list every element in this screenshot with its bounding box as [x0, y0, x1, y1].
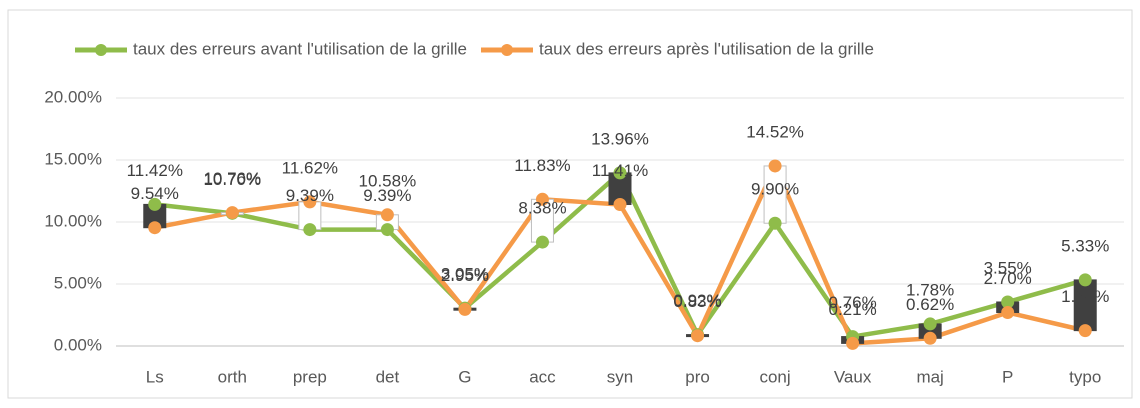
data-label: 10.70%: [203, 170, 261, 189]
legend-label: taux des erreurs avant l'utilisation de …: [133, 39, 467, 58]
data-label: 9.39%: [286, 186, 334, 205]
data-label: 3.05%: [441, 265, 489, 284]
marker: [691, 329, 705, 343]
data-label: 3.55%: [984, 258, 1032, 277]
data-label: 11.62%: [282, 158, 338, 177]
marker: [1078, 324, 1092, 338]
x-tick-label: prep: [293, 367, 327, 386]
x-tick-label: syn: [607, 367, 633, 386]
marker: [458, 302, 472, 316]
data-label: 0.83%: [673, 292, 721, 311]
marker: [225, 206, 239, 220]
marker: [768, 159, 782, 173]
data-label: 13.96%: [591, 129, 649, 148]
data-label: 1.24%: [1061, 287, 1109, 306]
marker: [923, 331, 937, 345]
marker: [303, 195, 317, 209]
data-label: 2.70%: [984, 269, 1032, 288]
marker: [535, 192, 549, 206]
marker: [148, 221, 162, 235]
y-tick-label: 0.00%: [54, 335, 102, 354]
marker: [613, 198, 627, 212]
chart-frame: [7, 9, 1133, 399]
x-tick-label: det: [376, 367, 400, 386]
data-label: 9.90%: [751, 180, 799, 199]
marker: [1078, 273, 1092, 287]
marker: [846, 336, 860, 350]
marker: [148, 197, 162, 211]
y-tick-label: 20.00%: [44, 87, 102, 106]
y-tick-label: 15.00%: [44, 149, 102, 168]
marker: [613, 166, 627, 180]
x-tick-label: pro: [685, 367, 710, 386]
x-tick-label: acc: [529, 367, 556, 386]
marker: [1001, 306, 1015, 320]
x-tick-label: orth: [218, 367, 247, 386]
data-label: 1.78%: [906, 280, 954, 299]
marker: [380, 208, 394, 222]
data-label: 10.76%: [203, 169, 261, 188]
legend-label: taux des erreurs après l'utilisation de …: [539, 39, 874, 58]
x-tick-label: Ls: [146, 367, 164, 386]
x-tick-label: P: [1002, 367, 1013, 386]
data-label: 14.52%: [746, 122, 804, 141]
marker: [380, 223, 394, 237]
legend-marker: [95, 44, 107, 56]
data-label: 2.95%: [441, 266, 489, 285]
data-label: 11.83%: [514, 156, 570, 175]
marker: [535, 235, 549, 249]
x-tick-label: G: [458, 367, 471, 386]
legend-marker: [500, 44, 513, 56]
data-label: 0.21%: [829, 300, 877, 319]
data-label: 9.54%: [131, 184, 179, 203]
data-label: 5.33%: [1061, 236, 1109, 255]
marker: [923, 317, 937, 331]
data-label: 10.58%: [359, 171, 417, 190]
data-label: 9.39%: [363, 186, 411, 205]
marker: [1001, 295, 1015, 309]
marker: [303, 223, 317, 237]
data-label: 0.92%: [673, 291, 721, 310]
x-tick-label: typo: [1069, 367, 1101, 386]
x-tick-label: conj: [759, 367, 790, 386]
y-tick-label: 5.00%: [54, 273, 102, 292]
marker: [768, 216, 782, 230]
data-label: 8.38%: [518, 199, 566, 218]
data-label: 0.76%: [829, 293, 877, 312]
y-tick-label: 10.00%: [44, 211, 102, 230]
data-label: 11.42%: [127, 161, 183, 180]
x-tick-label: maj: [916, 367, 943, 386]
data-label: 11.41%: [592, 161, 648, 180]
x-tick-label: Vaux: [834, 367, 872, 386]
data-label: 0.62%: [906, 295, 954, 314]
